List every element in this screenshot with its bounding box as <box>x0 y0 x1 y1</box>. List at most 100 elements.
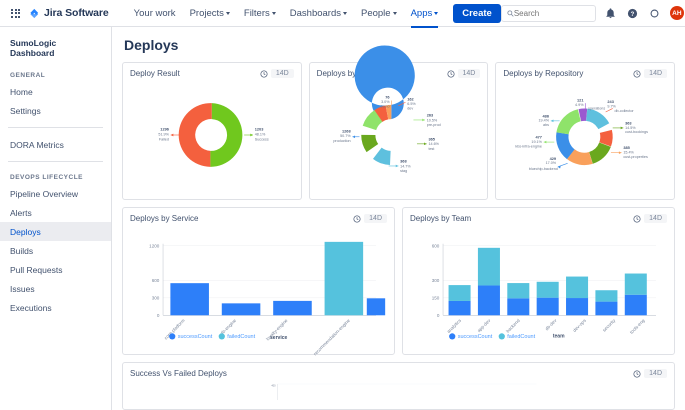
time-range-selector[interactable]: 14D <box>633 214 667 223</box>
bar-recommendation-engine[interactable] <box>324 241 364 316</box>
nav-item-projects[interactable]: Projects <box>183 4 237 23</box>
bar-group-dev-ops[interactable] <box>566 276 589 316</box>
nav-item-your-work[interactable]: Your work <box>127 4 183 23</box>
chevron-down-icon <box>271 12 276 15</box>
bar-group-app-dev[interactable] <box>477 247 500 316</box>
slice-success-percent: 48.1% <box>255 132 266 136</box>
sidebar-item-deploys[interactable]: Deploys <box>0 222 111 241</box>
bar-db-dev-failed[interactable] <box>536 281 559 298</box>
bar-group-backend[interactable] <box>507 283 530 316</box>
sidebar-item-issues[interactable]: Issues <box>10 283 35 294</box>
time-range-selector[interactable]: 14D <box>633 69 668 78</box>
nav-item-dashboards[interactable]: Dashboards <box>283 4 354 23</box>
slice-abs[interactable] <box>586 108 611 131</box>
bar-search-engine[interactable] <box>366 298 386 316</box>
sidebar-item-alerts[interactable]: Alerts <box>10 207 32 218</box>
slice-db-collector-percent: 9.7% <box>608 105 617 109</box>
bar-security-failed[interactable] <box>595 290 618 302</box>
svg-text:?: ? <box>631 11 635 17</box>
slice-failed-value: 1296 <box>160 127 169 132</box>
bar-charts-row: Deploys by Service 14D 1200 600 <box>122 207 675 356</box>
slice-dev[interactable] <box>374 103 393 122</box>
card-title: Deploy Result <box>130 69 180 78</box>
notifications-icon[interactable] <box>604 6 618 20</box>
sidebar-item-settings[interactable]: Settings <box>10 105 41 116</box>
search-input[interactable] <box>513 8 590 18</box>
xtick-dev-ops: dev-ops <box>572 317 588 333</box>
nav-label: Projects <box>189 7 224 19</box>
time-range-selector[interactable]: 14D <box>260 69 294 78</box>
brand-name: Jira Software <box>44 7 109 19</box>
slice-success[interactable] <box>210 103 243 167</box>
sidebar-item-builds[interactable]: Builds <box>10 245 34 256</box>
card-deploys-by-repository: Deploys by Repository 14D <box>495 62 676 200</box>
time-range-selector[interactable]: 14D <box>447 69 481 78</box>
bar-group-security[interactable] <box>595 290 618 316</box>
slice-bluechip-backend[interactable] <box>548 128 580 160</box>
bar-app-dev-failed[interactable] <box>477 247 500 286</box>
bar-db-engine[interactable] <box>221 303 261 316</box>
bar-analytics-failed[interactable] <box>448 285 471 301</box>
settings-icon[interactable] <box>648 6 662 20</box>
slice-stag-label: stag <box>400 169 407 173</box>
search-box[interactable] <box>500 4 596 22</box>
bar-loyalty-engine[interactable] <box>273 300 312 316</box>
legend-label-successcount[interactable]: successCount <box>458 334 493 340</box>
slice-production[interactable] <box>354 45 415 120</box>
sidebar-item-pipeline-overview[interactable]: Pipeline Overview <box>10 188 79 199</box>
bar-dev-ops-failed[interactable] <box>566 276 589 299</box>
time-range-selector[interactable]: 14D <box>633 369 667 378</box>
bar-db-dev-success[interactable] <box>536 297 559 316</box>
sidebar-item-pull-requests[interactable]: Pull Requests <box>10 264 63 275</box>
sidebar-item-executions[interactable]: Executions <box>10 302 52 313</box>
slice-cust-properties-label: cust-properties <box>624 155 649 159</box>
nav-label: Your work <box>133 7 176 19</box>
slice-cust-bookings[interactable] <box>586 140 612 167</box>
slice-demo[interactable] <box>385 104 393 120</box>
slice-stag[interactable] <box>372 147 391 166</box>
bar-backend-success[interactable] <box>507 298 530 316</box>
slice-bluechip-backend-value: 429 <box>550 156 557 161</box>
slice-operations-label: operations <box>588 106 605 110</box>
brand-logo-link[interactable]: Jira Software <box>29 7 109 19</box>
slice-pre-prod[interactable] <box>362 108 384 131</box>
slice-operations-value: 121 <box>577 97 584 102</box>
bar-security-success[interactable] <box>595 301 618 316</box>
slice-db-collector[interactable] <box>598 129 617 149</box>
bar-tools-eng-success[interactable] <box>624 294 647 316</box>
bar-dev-ops-success[interactable] <box>566 298 589 316</box>
slice-kbs-infra-engine-label: kbs-infra-engine <box>516 144 543 148</box>
slice-cust-properties[interactable] <box>565 145 594 170</box>
bar-group-analytics[interactable] <box>448 285 471 316</box>
slice-pre-prod-value: 263 <box>426 112 433 117</box>
slice-test[interactable] <box>356 128 380 153</box>
legend-label-failedcount[interactable]: failedCount <box>507 334 535 340</box>
bar-analytics-success[interactable] <box>448 300 471 316</box>
user-avatar[interactable]: AH <box>669 6 684 20</box>
card-header: Deploys by Repository 14D <box>503 69 668 78</box>
sidebar-item-home[interactable]: Home <box>10 86 33 97</box>
nav-item-apps[interactable]: Apps <box>404 4 446 28</box>
slice-failed[interactable] <box>178 103 212 167</box>
sidebar-item-dora-metrics[interactable]: DORA Metrics <box>10 139 64 150</box>
slice-pre-prod-percent: 10.5% <box>426 118 437 122</box>
sidebar-section-devops-lifecycle: DEVOPS LIFECYCLE <box>10 174 84 181</box>
ytick-0: 0 <box>437 313 440 318</box>
bar-group-db-dev[interactable] <box>536 281 559 316</box>
time-range-selector[interactable]: 14D <box>353 214 387 223</box>
bar-tools-eng-failed[interactable] <box>624 273 647 295</box>
legend-label-failedcount[interactable]: failedCount <box>227 334 255 340</box>
nav-item-filters[interactable]: Filters <box>237 4 283 23</box>
nav-item-people[interactable]: People <box>354 4 404 23</box>
legend-label-successcount[interactable]: successCount <box>178 334 213 340</box>
repository-donut: 486 19.4% abs 121 4.9% operations 243 9.… <box>503 80 667 190</box>
app-switcher-icon[interactable] <box>11 8 20 18</box>
bar-app-dev-success[interactable] <box>477 285 500 316</box>
slice-kbs-infra-engine[interactable] <box>556 106 583 135</box>
bar-core-platform[interactable] <box>170 283 209 316</box>
help-icon[interactable]: ? <box>626 6 640 20</box>
bar-backend-failed[interactable] <box>507 283 530 299</box>
create-button[interactable]: Create <box>453 3 501 23</box>
bar-group-tools-eng[interactable] <box>624 273 647 316</box>
slice-operations[interactable] <box>578 107 590 122</box>
